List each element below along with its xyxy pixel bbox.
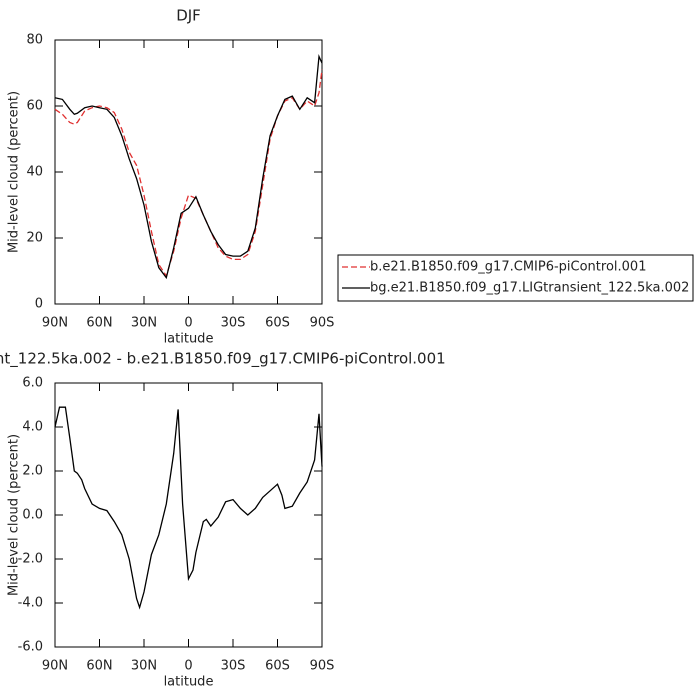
x-tick-label: 60S bbox=[265, 316, 290, 331]
x-axis-label: latitude bbox=[164, 675, 214, 690]
x-tick-label: 0 bbox=[184, 659, 192, 674]
y-tick-label: 60 bbox=[26, 99, 43, 114]
y-tick-label: 20 bbox=[26, 231, 43, 246]
x-tick-label: 30N bbox=[131, 316, 157, 331]
x-tick-label: 60S bbox=[265, 659, 290, 674]
series-line bbox=[54, 54, 323, 280]
legend-label: bg.e21.B1850.f09_g17.LIGtransient_122.5k… bbox=[370, 281, 689, 296]
legend-label: b.e21.B1850.f09_g17.CMIP6-piControl.001 bbox=[370, 260, 646, 275]
x-tick-label: 0 bbox=[184, 316, 192, 331]
plot-frame bbox=[54, 382, 323, 648]
y-axis-label: Mid-level cloud (percent) bbox=[7, 434, 22, 596]
x-tick-label: 90S bbox=[310, 316, 335, 331]
x-tick-label: 90N bbox=[42, 659, 68, 674]
x-tick-label: 60N bbox=[86, 659, 112, 674]
y-tick-label: 6.0 bbox=[22, 376, 43, 391]
x-tick-label: 30N bbox=[131, 659, 157, 674]
y-tick-label: -4.0 bbox=[18, 596, 43, 611]
x-tick-label: 30S bbox=[221, 659, 246, 674]
series-line bbox=[54, 406, 323, 610]
y-axis-label: Mid-level cloud (percent) bbox=[7, 91, 22, 253]
plot-frame bbox=[54, 39, 323, 305]
y-tick-label: 4.0 bbox=[22, 420, 43, 435]
y-tick-label: 0.0 bbox=[22, 508, 43, 523]
y-tick-label: -2.0 bbox=[18, 552, 43, 567]
y-tick-label: 2.0 bbox=[22, 464, 43, 479]
y-tick-label: 0 bbox=[35, 297, 43, 312]
x-tick-label: 90S bbox=[310, 659, 335, 674]
x-tick-label: 60N bbox=[86, 316, 112, 331]
chart-title: Gtransient_122.5ka.002 - b.e21.B1850.f09… bbox=[0, 350, 446, 369]
legend-box bbox=[337, 254, 694, 302]
series-line bbox=[54, 69, 323, 278]
y-tick-label: -6.0 bbox=[18, 640, 43, 655]
y-tick-label: 80 bbox=[26, 33, 43, 48]
x-tick-label: 90N bbox=[42, 316, 68, 331]
x-axis-label: latitude bbox=[164, 332, 214, 347]
x-tick-label: 30S bbox=[221, 316, 246, 331]
y-tick-label: 40 bbox=[26, 165, 43, 180]
chart-title: DJF bbox=[176, 7, 201, 25]
